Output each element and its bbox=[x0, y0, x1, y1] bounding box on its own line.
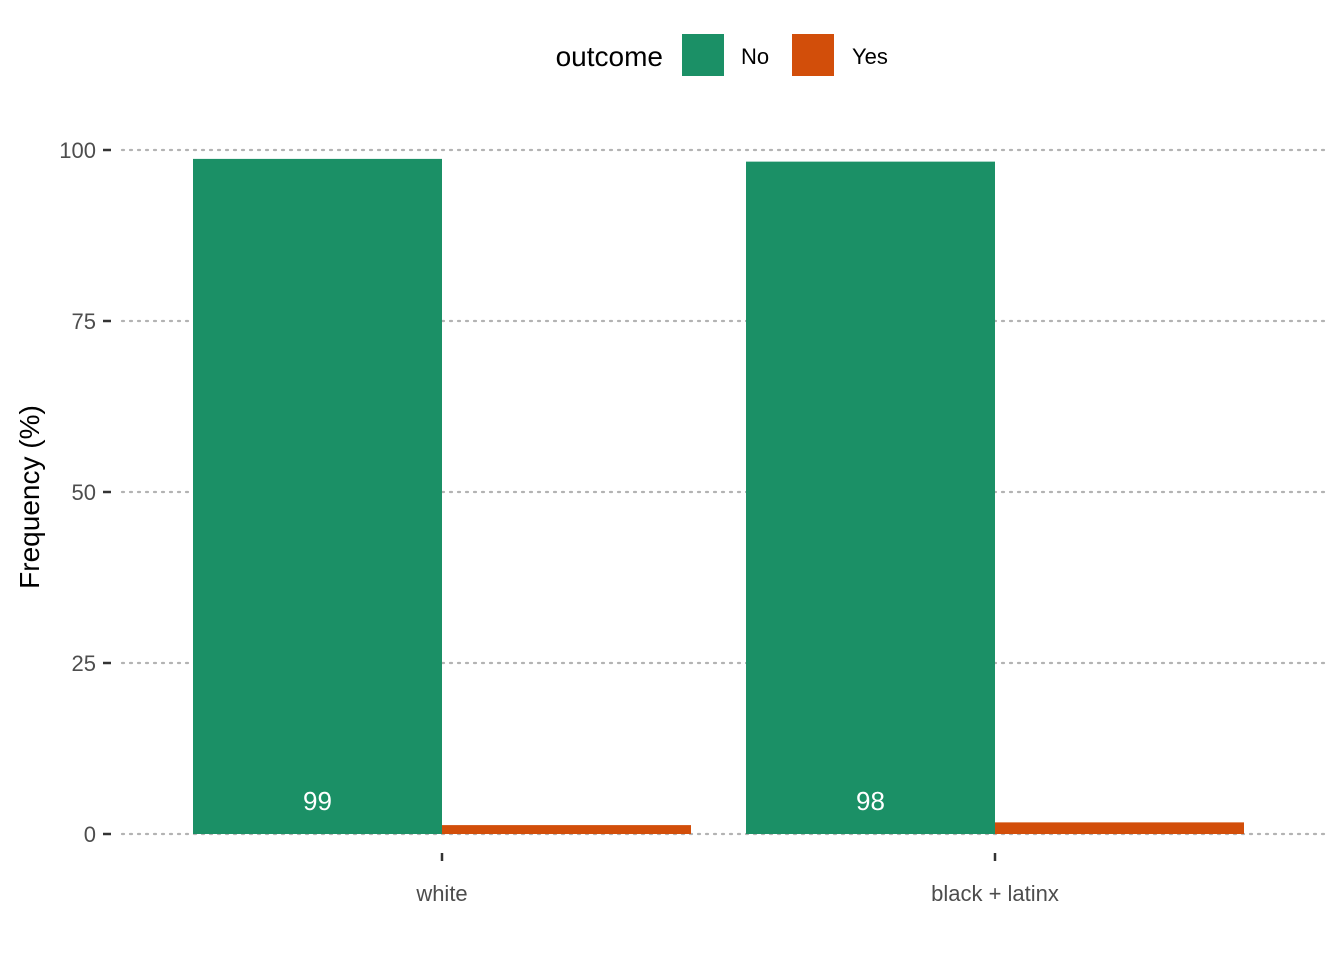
legend-label-yes: Yes bbox=[852, 44, 888, 69]
x-tick-label-0: white bbox=[415, 881, 467, 906]
y-tick-label-0: 0 bbox=[84, 822, 96, 847]
bar-label-no-0: 99 bbox=[303, 786, 332, 816]
legend: outcome No Yes bbox=[556, 34, 888, 76]
y-tick-label-4: 100 bbox=[59, 138, 96, 163]
y-tick-label-1: 25 bbox=[72, 651, 96, 676]
bar-no-0 bbox=[193, 158, 442, 835]
y-tick-label-3: 75 bbox=[72, 309, 96, 334]
x-tick-label-1: black + latinx bbox=[931, 881, 1059, 906]
y-tick-label-2: 50 bbox=[72, 480, 96, 505]
bar-yes-1 bbox=[995, 822, 1244, 834]
y-axis-title: Frequency (%) bbox=[14, 405, 45, 589]
bar-label-no-1: 98 bbox=[856, 786, 885, 816]
bars bbox=[193, 158, 1244, 835]
legend-swatch-no bbox=[682, 34, 724, 76]
legend-swatch-yes bbox=[792, 34, 834, 76]
y-axis: 0 25 50 75 100 bbox=[59, 138, 111, 847]
bar-yes-0 bbox=[442, 825, 691, 834]
bar-labels: 99 98 bbox=[303, 786, 885, 816]
legend-title: outcome bbox=[556, 41, 663, 72]
bar-no-1 bbox=[746, 161, 995, 835]
x-axis: white black + latinx bbox=[415, 853, 1059, 906]
legend-label-no: No bbox=[741, 44, 769, 69]
